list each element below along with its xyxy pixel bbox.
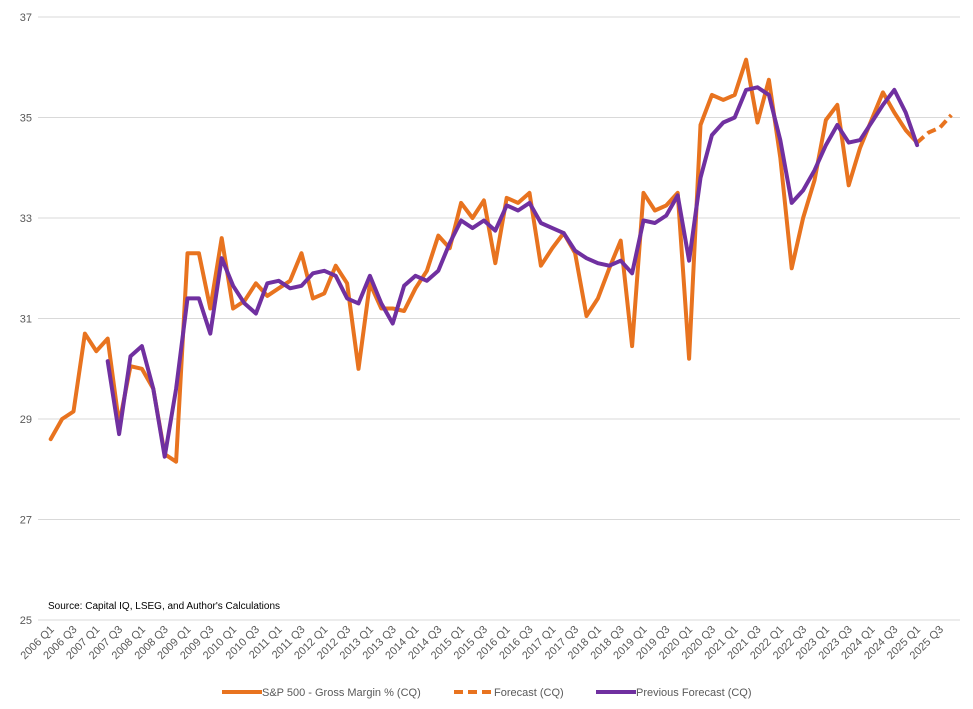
y-tick-label: 37 xyxy=(20,12,32,24)
series-line-2 xyxy=(105,85,920,459)
y-tick-label: 35 xyxy=(20,113,32,125)
y-tick-label: 33 xyxy=(20,213,32,225)
series-line-1 xyxy=(915,113,953,145)
legend: S&P 500 - Gross Margin % (CQ) Forecast (C… xyxy=(222,687,752,699)
y-tick-label: 27 xyxy=(20,515,32,527)
legend-label-1: Forecast (CQ) xyxy=(494,687,564,699)
legend-label-0: S&P 500 - Gross Margin % (CQ) xyxy=(262,687,421,699)
y-axis-ticks: 25 27 29 31 33 35 37 xyxy=(20,12,32,627)
series-line-0 xyxy=(48,57,920,464)
y-tick-label: 29 xyxy=(20,414,32,426)
legend-label-2: Previous Forecast (CQ) xyxy=(636,687,752,699)
source-note: Source: Capital IQ, LSEG, and Author's C… xyxy=(48,601,280,612)
y-tick-label: 25 xyxy=(20,615,32,627)
y-tick-label: 31 xyxy=(20,314,32,326)
gridlines xyxy=(38,16,960,621)
series-lines xyxy=(48,57,953,464)
